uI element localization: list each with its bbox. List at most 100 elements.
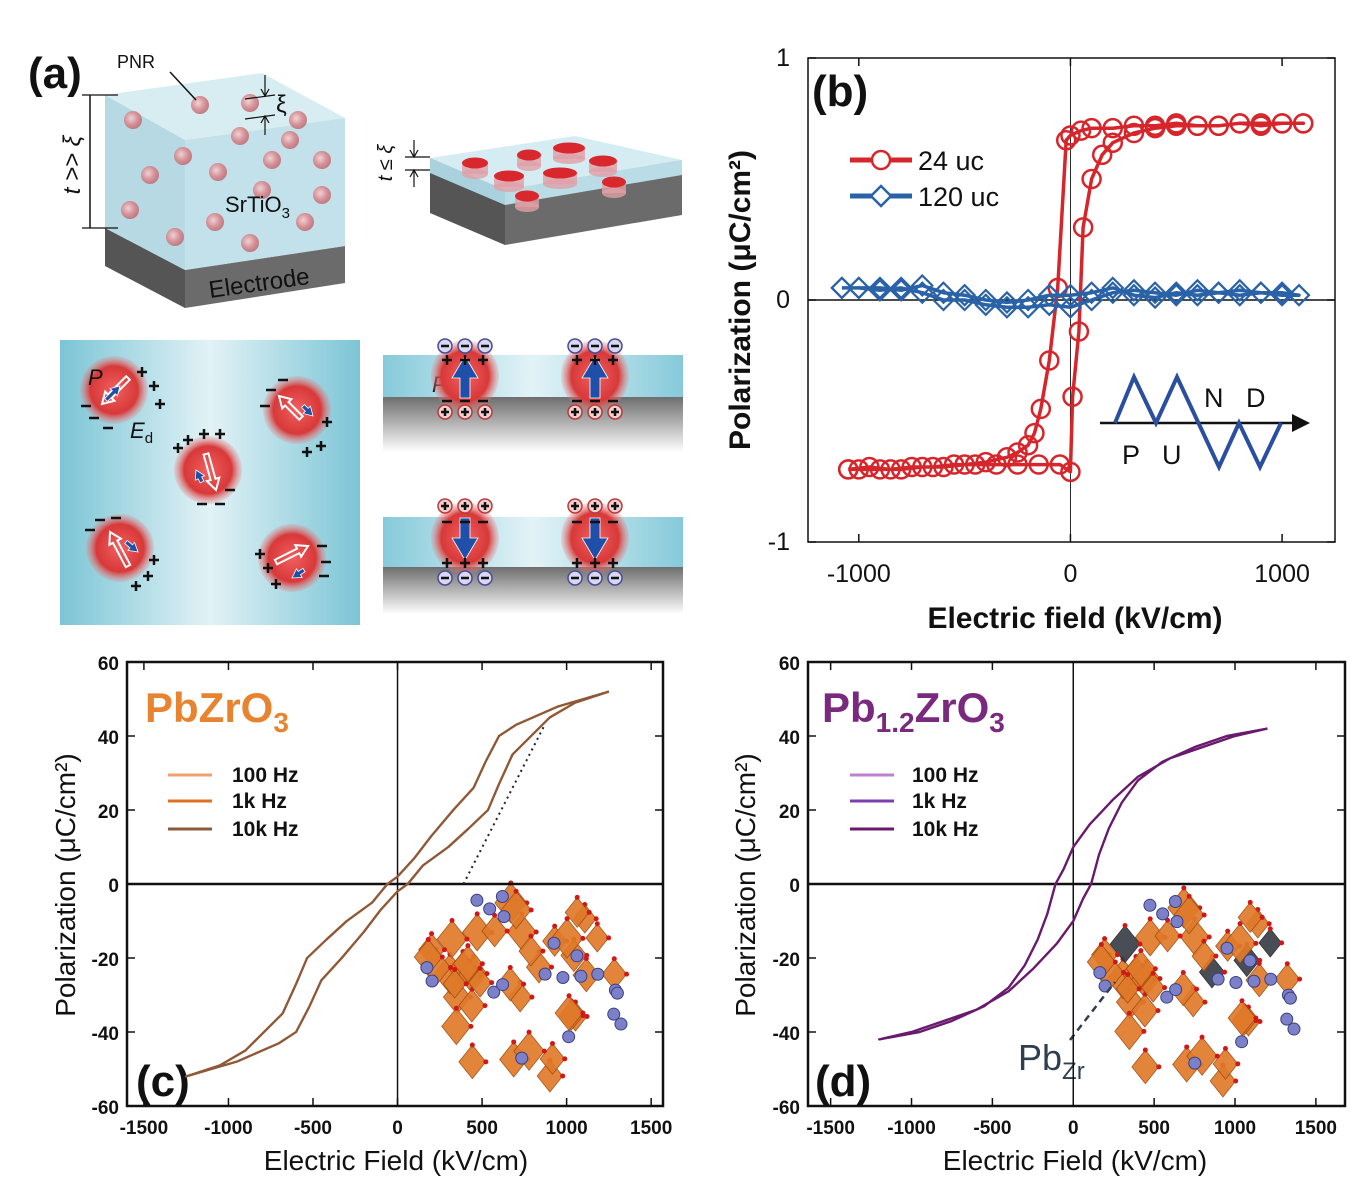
- panel-d-chart: Pb1.2ZrO3 Polarization (μC/cm²) Electric…: [730, 654, 1347, 1176]
- data-point: [1229, 113, 1251, 134]
- pund-label-n: N: [1204, 383, 1224, 413]
- x-tick-label: -1000: [887, 1118, 936, 1139]
- x-tick-label: -1000: [827, 560, 891, 588]
- data-point: [1208, 115, 1229, 137]
- data-point: [868, 278, 892, 302]
- arrow-right-icon: [1292, 414, 1310, 432]
- lead-atom: [1188, 1056, 1202, 1070]
- data-point: [859, 456, 880, 478]
- pnr-disk-top: [515, 190, 539, 202]
- y-tick-label: 0: [789, 876, 800, 897]
- oxygen-atom: [611, 956, 617, 962]
- y-axis-label: Polarization (μC/cm²): [724, 150, 757, 450]
- polar-nanoregion: [255, 524, 331, 592]
- oxygen-atom: [463, 981, 469, 987]
- data-point: [1060, 461, 1081, 483]
- oxygen-atom: [560, 1073, 566, 1079]
- data-point: [830, 276, 854, 300]
- oxygen-atom: [439, 954, 445, 960]
- data-point: [1228, 278, 1252, 302]
- oxygen-atom: [453, 1005, 459, 1011]
- pnr-disk-top: [494, 170, 524, 182]
- octahedron: [458, 1044, 487, 1080]
- positive-charge-icon: [442, 558, 452, 568]
- oxygen-atom: [1266, 921, 1272, 927]
- oxygen-atom: [1147, 916, 1153, 922]
- pnr-disk-top: [553, 142, 585, 154]
- y-tick-label: -1: [768, 528, 790, 556]
- x-tick-label: -500: [973, 1118, 1011, 1139]
- positive-charge-icon: [608, 355, 618, 365]
- lead-atom: [1235, 1035, 1249, 1049]
- oxygen-atom: [465, 943, 471, 949]
- data-point: [974, 293, 998, 317]
- oxygen-atom: [1259, 914, 1265, 920]
- positive-charge-icon: [442, 355, 452, 365]
- legend-label-120uc: 120 uc: [918, 182, 999, 212]
- y-tick-label: 20: [779, 802, 800, 823]
- positive-charge-icon: [183, 435, 193, 445]
- oxygen-atom: [477, 965, 483, 971]
- lead-atom: [607, 1007, 621, 1021]
- x-tick-label: -1500: [806, 1118, 855, 1139]
- pnr-disk-base: [494, 182, 524, 192]
- octahedron: [585, 923, 610, 953]
- positive-charge-icon: [478, 355, 488, 365]
- positive-charge-icon: [173, 443, 183, 453]
- positive-charge-icon: [590, 558, 600, 568]
- lead-atom: [495, 890, 509, 904]
- oxygen-atom: [1136, 986, 1142, 992]
- positive-charge-icon: [441, 502, 449, 510]
- positive-charge-icon: [590, 355, 600, 365]
- oxygen-atom: [1279, 940, 1285, 946]
- x-tick-label: 1000: [1254, 560, 1310, 588]
- data-point: [1102, 132, 1124, 153]
- octahedron: [518, 935, 544, 967]
- oxygen-atom: [528, 933, 534, 939]
- oxygen-atom: [1112, 959, 1118, 965]
- oxygen-atom: [449, 917, 455, 923]
- y-tick-label: 0: [776, 286, 790, 314]
- x-tick-label: 1000: [1214, 1118, 1256, 1139]
- octahedron: [1154, 919, 1181, 953]
- depolarization-panel: P Ed: [60, 340, 360, 625]
- oxygen-atom: [1225, 928, 1231, 934]
- positive-charge-icon: [215, 429, 225, 439]
- data-point: [996, 447, 1018, 468]
- lead-atom: [538, 967, 552, 981]
- data-point: [995, 290, 1019, 314]
- positive-charge-icon: [199, 429, 209, 439]
- oxygen-atom: [1239, 998, 1245, 1004]
- oxygen-atom: [552, 923, 558, 929]
- y-axis-label: Polarization (μC/cm²): [730, 753, 761, 1017]
- oxygen-atom: [1121, 969, 1127, 975]
- oxygen-atom: [1256, 961, 1262, 967]
- pnr-sphere: [281, 131, 299, 149]
- lead-atom: [420, 961, 434, 975]
- octahedron: [1141, 972, 1166, 1003]
- data-point: [943, 454, 965, 475]
- octahedron: [441, 1007, 472, 1046]
- lead-atom: [570, 949, 584, 963]
- oxygen-atom: [1114, 952, 1120, 958]
- data-point: [995, 295, 1019, 319]
- oxygen-atom: [1297, 976, 1303, 982]
- lead-atom: [1247, 974, 1261, 988]
- legend: 24 uc 120 uc: [850, 146, 999, 212]
- y-tick-label: 40: [779, 728, 800, 749]
- x-tick-label: -1000: [204, 1118, 253, 1139]
- positive-charge-icon: [481, 408, 489, 416]
- lead-atom: [591, 967, 605, 981]
- positive-charge-icon: [316, 441, 326, 451]
- oxygen-atom: [1222, 969, 1228, 975]
- lead-atom: [562, 1030, 576, 1044]
- data-point: [1293, 113, 1314, 134]
- octahedron: [1237, 901, 1263, 933]
- pnr-sphere: [206, 213, 224, 231]
- data-point: [1037, 293, 1061, 317]
- x-axis-label: Electric Field (kV/cm): [943, 1145, 1207, 1176]
- oxygen-atom: [513, 888, 519, 894]
- legend-label-100hz: 100 Hz: [912, 764, 979, 787]
- oxygen-atom: [1142, 1047, 1148, 1053]
- thin-film-slab: t ≤ ξ: [375, 136, 682, 245]
